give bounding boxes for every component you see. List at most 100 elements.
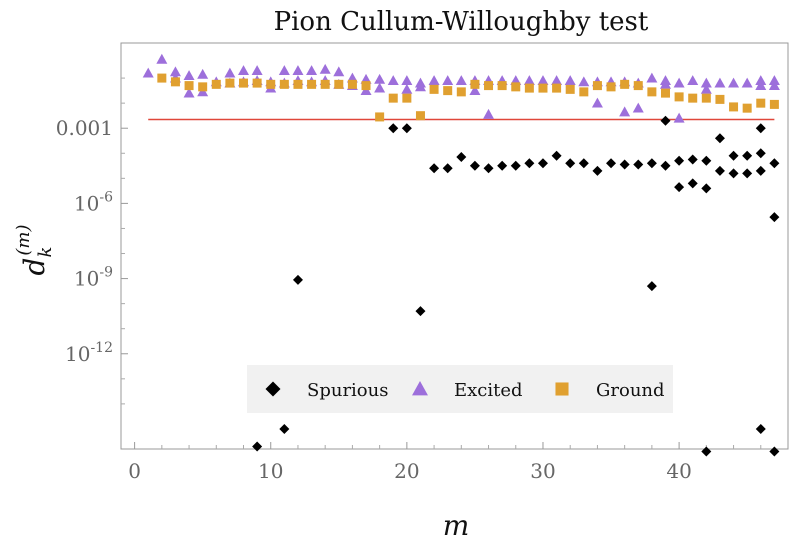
legend-ground-symbol xyxy=(555,382,569,396)
excited-point xyxy=(156,53,168,64)
spurious-point xyxy=(619,159,630,170)
y-tick-label-base: 10 xyxy=(65,342,90,366)
spurious-point xyxy=(633,159,644,170)
excited-point xyxy=(333,66,345,77)
ground-point xyxy=(279,79,289,89)
spurious-point xyxy=(565,158,576,169)
excited-point xyxy=(646,72,658,83)
plot-frame xyxy=(120,42,789,450)
ground-point xyxy=(170,77,180,87)
excited-point xyxy=(374,82,386,93)
excited-point xyxy=(659,78,671,89)
spurious-point xyxy=(429,163,440,174)
x-tick-label: 20 xyxy=(394,459,419,483)
excited-point xyxy=(401,83,413,94)
excited-point xyxy=(197,68,209,79)
y-axis-label: dk(m) xyxy=(13,225,56,276)
spurious-point xyxy=(674,182,685,193)
spurious-point xyxy=(701,183,712,194)
spurious-point xyxy=(510,160,521,171)
spurious-point xyxy=(524,158,535,169)
x-axis-label: m xyxy=(443,509,470,542)
ground-point xyxy=(484,81,494,91)
excited-point xyxy=(183,70,195,80)
ground-point xyxy=(307,79,317,89)
excited-point xyxy=(714,77,726,88)
spurious-point xyxy=(755,148,766,159)
excited-point xyxy=(319,63,331,74)
excited-point xyxy=(673,112,685,123)
excited-point xyxy=(755,75,767,85)
spurious-point xyxy=(551,150,562,161)
svg-text:dk(m): dk(m) xyxy=(13,225,56,276)
ground-point xyxy=(769,99,779,109)
ground-point xyxy=(320,79,330,89)
spurious-point xyxy=(769,158,780,169)
ground-point xyxy=(742,103,752,113)
ground-point xyxy=(334,79,344,89)
excited-point xyxy=(469,85,481,96)
spurious-point xyxy=(660,160,671,171)
ground-point xyxy=(715,94,725,104)
ground-point xyxy=(524,83,534,93)
legend-ground-label: Ground xyxy=(596,380,665,401)
ground-point xyxy=(729,102,739,112)
spurious-point xyxy=(292,274,303,285)
x-tick-label: 30 xyxy=(530,459,555,483)
ground-point xyxy=(252,78,262,88)
excited-point xyxy=(428,75,440,85)
y-tick-label: 10-9 xyxy=(74,265,113,291)
y-tick-label: 0.001 xyxy=(56,116,113,140)
ground-point xyxy=(293,79,303,89)
spurious-point xyxy=(578,158,589,169)
ground-point xyxy=(198,82,208,92)
excited-point xyxy=(523,75,535,85)
excited-point xyxy=(632,102,644,113)
x-tick-label: 0 xyxy=(128,459,141,483)
spurious-point xyxy=(701,155,712,166)
spurious-point xyxy=(483,163,494,174)
excited-point xyxy=(414,81,426,92)
excited-point xyxy=(387,75,399,85)
excited-point xyxy=(224,67,236,78)
spurious-point xyxy=(606,158,617,169)
legend-excited-label: Excited xyxy=(454,380,523,401)
ground-point xyxy=(688,93,698,103)
ground-point xyxy=(211,79,221,89)
ground-point xyxy=(157,73,167,83)
spurious-point xyxy=(755,423,766,434)
spurious-point xyxy=(537,158,548,169)
x-tick-label: 40 xyxy=(666,459,691,483)
excited-point xyxy=(768,75,780,85)
excited-point xyxy=(700,83,712,94)
excited-point xyxy=(741,77,753,88)
ground-point xyxy=(756,98,766,108)
spurious-point xyxy=(714,165,725,176)
y-tick-label-base: 10 xyxy=(74,267,99,291)
excited-point xyxy=(278,65,290,75)
spurious-point xyxy=(660,115,671,126)
spurious-point xyxy=(279,423,290,434)
excited-point xyxy=(374,73,386,84)
y-axis-label-sub: k xyxy=(35,247,56,258)
ground-point xyxy=(647,87,657,97)
spurious-point xyxy=(415,306,426,317)
excited-point xyxy=(551,75,563,85)
excited-point xyxy=(687,75,699,85)
spurious-point xyxy=(714,133,725,144)
ground-point xyxy=(565,84,575,94)
excited-point xyxy=(483,108,495,119)
ground-point xyxy=(225,78,235,88)
excited-point xyxy=(578,76,590,87)
legend-excited-symbol xyxy=(412,381,428,396)
excited-point xyxy=(673,77,685,88)
ground-point xyxy=(592,81,602,91)
ground-point xyxy=(415,111,425,121)
spurious-point xyxy=(592,165,603,176)
spurious-point xyxy=(755,165,766,176)
ground-point xyxy=(511,82,521,92)
ground-point xyxy=(620,79,630,89)
ground-point xyxy=(361,81,371,91)
excited-point xyxy=(183,87,195,98)
